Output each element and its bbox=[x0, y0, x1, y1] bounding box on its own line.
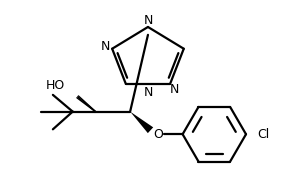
Text: O: O bbox=[153, 128, 163, 141]
Text: N: N bbox=[170, 83, 179, 96]
Text: Cl: Cl bbox=[257, 128, 269, 141]
Text: N: N bbox=[101, 40, 110, 53]
Text: N: N bbox=[143, 86, 153, 99]
Text: HO: HO bbox=[46, 78, 65, 92]
Text: N: N bbox=[143, 14, 153, 27]
Polygon shape bbox=[130, 112, 153, 133]
